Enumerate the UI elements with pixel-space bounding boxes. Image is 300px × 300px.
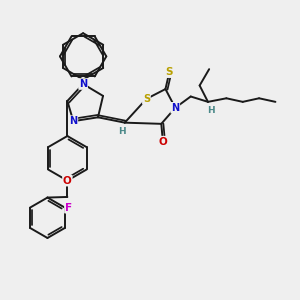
Text: F: F	[65, 203, 72, 213]
Text: S: S	[143, 94, 150, 104]
Text: N: N	[69, 116, 77, 126]
Text: H: H	[118, 127, 126, 136]
Text: N: N	[79, 79, 87, 89]
Text: H: H	[207, 106, 215, 115]
Text: S: S	[165, 67, 173, 77]
Text: N: N	[171, 103, 179, 113]
Text: O: O	[158, 137, 167, 147]
Text: O: O	[63, 176, 72, 186]
